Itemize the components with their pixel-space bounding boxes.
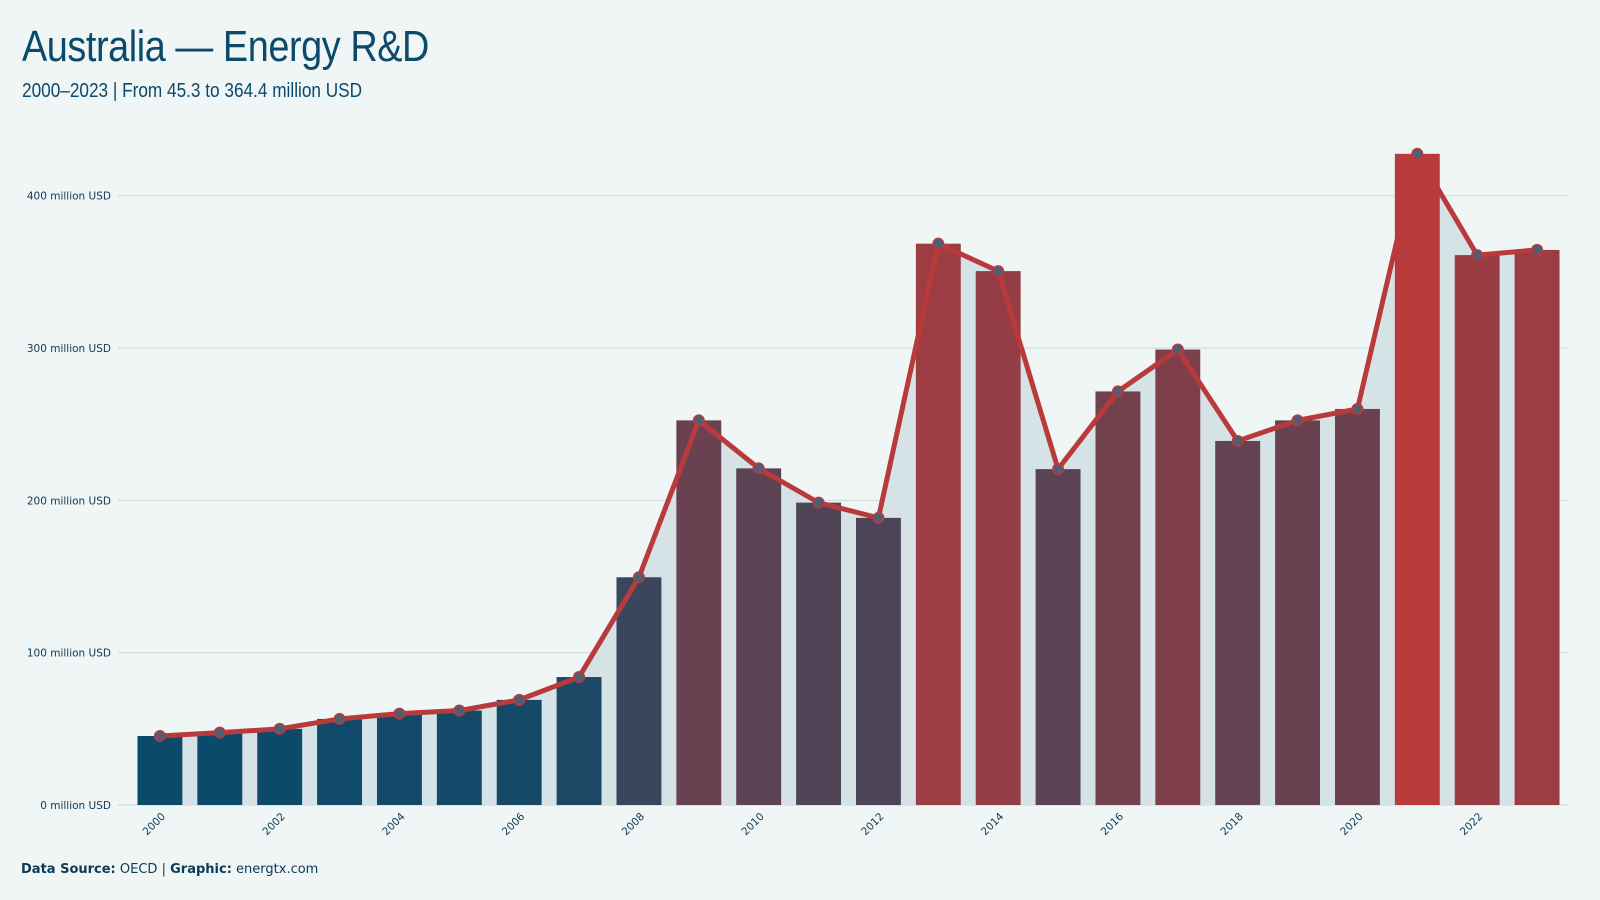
- x-tick-label: 2004: [380, 810, 408, 838]
- data-point: [812, 496, 825, 509]
- bar: [616, 577, 662, 805]
- data-point: [932, 237, 945, 250]
- source-value: OECD: [119, 862, 158, 877]
- bar: [1035, 469, 1081, 805]
- bar: [1095, 391, 1141, 805]
- data-point: [1411, 147, 1424, 160]
- data-points: [153, 147, 1544, 742]
- area-fill: [159, 153, 1538, 806]
- x-tick-label: 2012: [859, 811, 886, 838]
- data-point: [1531, 243, 1544, 256]
- bar: [1514, 249, 1560, 805]
- graphic-value: energtx.com: [236, 862, 319, 877]
- y-tick-label: 300 million USD: [27, 343, 111, 355]
- bar: [736, 468, 782, 805]
- y-tick-label: 400 million USD: [27, 191, 111, 203]
- bar: [317, 718, 363, 805]
- data-point: [752, 462, 765, 475]
- chart-subtitle: 2000–2023 | From 45.3 to 364.4 million U…: [22, 80, 363, 102]
- x-tick-label: 2008: [620, 811, 647, 838]
- data-point: [992, 265, 1005, 278]
- y-axis-labels: 0 million USD 100 million USD 200 million …: [27, 191, 111, 812]
- graphic-label: Graphic:: [170, 862, 232, 877]
- bar: [556, 677, 602, 805]
- y-tick-label: 0 million USD: [40, 800, 111, 812]
- bar: [436, 710, 482, 805]
- bars: [137, 153, 1560, 806]
- x-axis-labels: 2000 2002 2004 2006 2008 2010 2012 2014 2016 2018…: [141, 810, 1486, 838]
- bar: [257, 728, 303, 805]
- bar: [197, 732, 243, 805]
- x-tick-label: 2010: [739, 811, 766, 838]
- data-point: [1291, 414, 1304, 427]
- series-line: [159, 151, 1538, 739]
- x-tick-label: 2002: [260, 811, 287, 838]
- y-tick-label: 100 million USD: [27, 648, 111, 660]
- data-point: [632, 571, 645, 584]
- bar: [975, 271, 1021, 805]
- data-point: [453, 704, 466, 717]
- bar: [1275, 420, 1321, 805]
- x-tick-label: 2006: [500, 810, 528, 838]
- data-point: [1231, 434, 1244, 447]
- data-point: [692, 414, 705, 427]
- x-tick-label: 2018: [1218, 811, 1245, 838]
- bar: [1215, 440, 1261, 805]
- data-point: [1052, 463, 1065, 476]
- data-point: [872, 511, 885, 524]
- data-point: [1351, 402, 1364, 415]
- x-tick-label: 2014: [979, 810, 1007, 838]
- footer-separator: |: [161, 862, 166, 877]
- footer: Data Source: OECD | Graphic: energtx.com: [21, 862, 318, 877]
- data-point: [513, 693, 526, 706]
- y-tick-label: 200 million USD: [27, 495, 111, 507]
- bar: [1454, 255, 1500, 806]
- x-tick-label: 2022: [1458, 811, 1485, 838]
- bar: [855, 517, 901, 805]
- data-point: [153, 729, 166, 742]
- data-point: [1111, 385, 1124, 398]
- source-label: Data Source:: [21, 862, 116, 877]
- data-point: [1171, 343, 1184, 356]
- bar: [1334, 408, 1380, 805]
- x-tick-label: 2000: [141, 811, 168, 838]
- bar: [376, 713, 422, 805]
- data-point: [213, 726, 226, 739]
- data-point: [273, 722, 286, 735]
- bar: [1394, 153, 1440, 806]
- data-point: [573, 671, 586, 684]
- bar: [796, 502, 842, 805]
- x-tick-label: 2020: [1338, 811, 1365, 838]
- bar: [676, 420, 722, 805]
- data-point: [393, 707, 406, 720]
- bar: [496, 699, 542, 805]
- x-tick-label: 2016: [1099, 810, 1127, 838]
- chart-title: Australia — Energy R&D: [22, 22, 429, 71]
- bar: [1155, 349, 1201, 805]
- bar: [915, 243, 961, 805]
- data-point: [333, 712, 346, 725]
- bar: [137, 735, 183, 805]
- data-point: [1471, 249, 1484, 262]
